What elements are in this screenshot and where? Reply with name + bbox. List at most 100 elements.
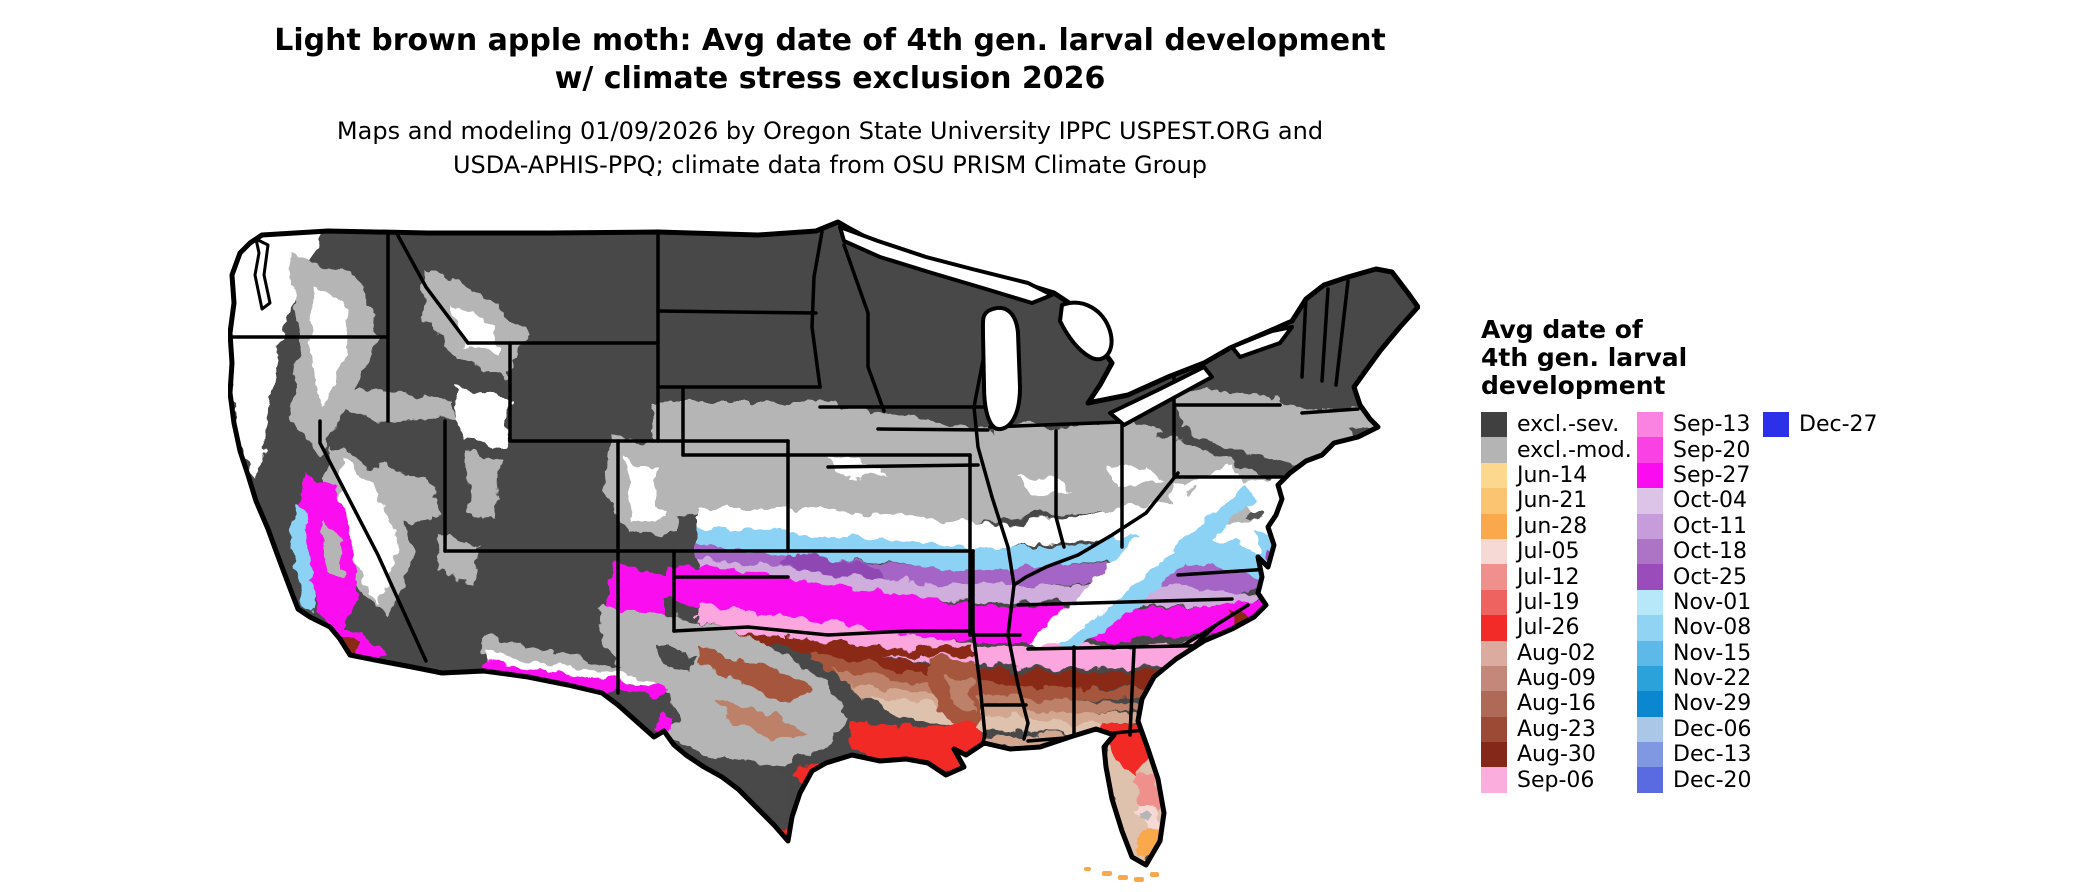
legend-row: Nov-15 — [1637, 640, 1763, 666]
legend-label: Aug-09 — [1517, 666, 1596, 692]
header: Light brown apple moth: Avg date of 4th … — [0, 22, 1660, 182]
legend-row: Dec-06 — [1637, 716, 1763, 743]
legend-swatch — [1637, 615, 1663, 641]
legend-row: Nov-01 — [1637, 589, 1763, 616]
legend-label: Jul-26 — [1517, 615, 1580, 641]
legend-label: Oct-18 — [1673, 539, 1747, 565]
legend-title-line-2: 4th gen. larval — [1481, 343, 1688, 372]
legend-swatch — [1637, 640, 1663, 666]
legend-column-1: excl.-sev. excl.-mod. Jun-14 Jun-21 Jun-28 Ju… — [1481, 412, 1637, 793]
legend-label: Sep-13 — [1673, 412, 1751, 438]
legend-swatch — [1481, 589, 1507, 616]
legend: Avg date of 4th gen. larval development … — [1481, 316, 2081, 793]
legend-swatch — [1481, 742, 1507, 768]
legend-row: Sep-20 — [1637, 437, 1763, 463]
legend-swatch — [1763, 412, 1789, 438]
legend-label: Sep-20 — [1673, 437, 1751, 463]
legend-row: Oct-11 — [1637, 513, 1763, 539]
legend-row: Dec-27 — [1763, 412, 1923, 438]
legend-swatch — [1637, 665, 1663, 692]
legend-column-2: Sep-13 Sep-20 Sep-27 Oct-04 Oct-11 Oct-18 Oct-… — [1637, 412, 1763, 793]
legend-label: Jul-05 — [1517, 539, 1580, 565]
legend-swatch — [1481, 665, 1507, 692]
legend-swatch — [1481, 640, 1507, 666]
legend-row: Jul-19 — [1481, 589, 1637, 616]
legend-label: Jun-14 — [1517, 462, 1588, 488]
legend-label: Aug-16 — [1517, 691, 1596, 717]
legend-row: Jun-14 — [1481, 462, 1637, 489]
lake-huron — [1058, 300, 1114, 362]
legend-swatch — [1481, 462, 1507, 489]
lake-superior — [838, 225, 1054, 305]
legend-label: Dec-06 — [1673, 716, 1752, 742]
legend-row: Jun-21 — [1481, 488, 1637, 514]
legend-row: Nov-29 — [1637, 691, 1763, 717]
legend-row: Oct-18 — [1637, 538, 1763, 565]
legend-label: excl.-sev. — [1517, 412, 1620, 438]
legend-row: Aug-09 — [1481, 665, 1637, 692]
us-map-svg — [228, 215, 1420, 882]
legend-swatch — [1481, 716, 1507, 743]
lake-ontario — [1230, 325, 1294, 359]
legend-row: Sep-06 — [1481, 767, 1637, 793]
legend-label: Nov-22 — [1673, 666, 1752, 692]
legend-row: Aug-30 — [1481, 742, 1637, 768]
subtitle: Maps and modeling 01/09/2026 by Oregon S… — [0, 114, 1660, 182]
legend-label: Nov-01 — [1673, 589, 1752, 615]
legend-row: Jul-12 — [1481, 564, 1637, 590]
legend-row: Oct-25 — [1637, 564, 1763, 590]
legend-swatch — [1481, 691, 1507, 717]
lake-michigan — [980, 305, 1022, 432]
puget-sound — [253, 237, 272, 311]
legend-row: Jul-05 — [1481, 538, 1637, 565]
legend-columns: excl.-sev. excl.-mod. Jun-14 Jun-21 Jun-28 Ju… — [1481, 412, 2081, 793]
legend-swatch — [1637, 742, 1663, 768]
legend-swatch — [1637, 513, 1663, 539]
legend-swatch — [1637, 462, 1663, 489]
legend-title-line-1: Avg date of — [1481, 315, 1643, 344]
legend-swatch — [1637, 538, 1663, 565]
subtitle-line-1: Maps and modeling 01/09/2026 by Oregon S… — [336, 117, 1324, 145]
legend-row: excl.-mod. — [1481, 437, 1637, 463]
legend-row: Aug-23 — [1481, 716, 1637, 743]
legend-row: Nov-22 — [1637, 665, 1763, 692]
page-title: Light brown apple moth: Avg date of 4th … — [0, 22, 1660, 98]
legend-label: Oct-04 — [1673, 488, 1747, 514]
legend-row: Aug-16 — [1481, 691, 1637, 717]
legend-title: Avg date of 4th gen. larval development — [1481, 316, 2081, 400]
legend-row: Jul-26 — [1481, 615, 1637, 641]
legend-label: Jun-21 — [1517, 488, 1588, 514]
subtitle-line-2: USDA-APHIS-PPQ; climate data from OSU PR… — [452, 151, 1208, 179]
legend-swatch — [1481, 615, 1507, 641]
legend-label: Sep-06 — [1517, 767, 1595, 793]
legend-swatch — [1637, 564, 1663, 590]
legend-label: Nov-08 — [1673, 615, 1752, 641]
legend-label: Jul-19 — [1517, 589, 1580, 615]
legend-swatch — [1637, 437, 1663, 463]
legend-title-line-3: development — [1481, 371, 1666, 400]
title-line-1: Light brown apple moth: Avg date of 4th … — [274, 23, 1386, 58]
legend-swatch — [1637, 691, 1663, 717]
legend-row: Nov-08 — [1637, 615, 1763, 641]
legend-label: Nov-15 — [1673, 640, 1752, 666]
florida-keys — [1084, 867, 1159, 882]
legend-label: Nov-29 — [1673, 691, 1752, 717]
legend-row: Sep-27 — [1637, 462, 1763, 489]
legend-row: excl.-sev. — [1481, 412, 1637, 438]
legend-label: Jun-28 — [1517, 513, 1588, 539]
legend-swatch — [1637, 589, 1663, 616]
legend-swatch — [1481, 437, 1507, 463]
legend-row: Dec-20 — [1637, 767, 1763, 793]
legend-label: Sep-27 — [1673, 462, 1751, 488]
great-lakes — [253, 225, 1294, 432]
us-map-figure — [228, 215, 1420, 887]
legend-swatch — [1481, 564, 1507, 590]
legend-swatch — [1637, 488, 1663, 514]
legend-swatch — [1481, 513, 1507, 539]
legend-label: excl.-mod. — [1517, 437, 1632, 463]
legend-label: Oct-11 — [1673, 513, 1747, 539]
legend-row: Dec-13 — [1637, 742, 1763, 768]
title-line-2: w/ climate stress exclusion 2026 — [554, 61, 1106, 96]
legend-swatch — [1481, 767, 1507, 793]
legend-label: Oct-25 — [1673, 564, 1747, 590]
